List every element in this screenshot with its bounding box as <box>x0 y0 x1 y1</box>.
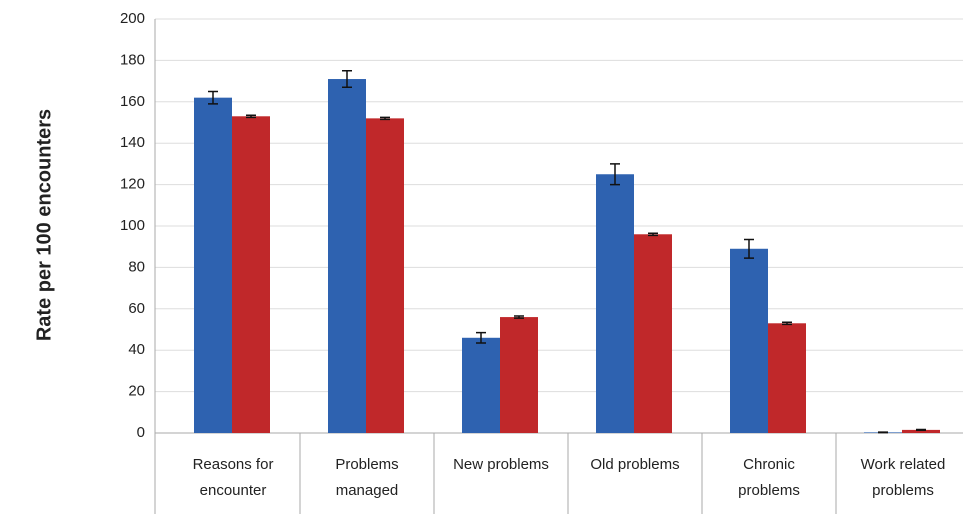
bar <box>500 317 538 433</box>
error-bar <box>916 428 926 432</box>
bar <box>768 323 806 433</box>
y-tick-label: 0 <box>137 424 145 441</box>
error-bar <box>476 331 486 344</box>
error-bar <box>380 116 390 121</box>
bar <box>194 97 232 433</box>
bar <box>328 79 366 433</box>
y-tick-label: 60 <box>128 300 145 317</box>
bar <box>902 429 940 433</box>
x-tick-label: Work related problems <box>860 456 946 499</box>
x-tick-label: Old problems <box>590 456 680 473</box>
y-tick-label: 140 <box>120 134 145 151</box>
x-tick-label: Reasons for encounter <box>192 456 274 499</box>
y-tick-label: 180 <box>120 51 145 68</box>
error-bar <box>648 232 658 237</box>
y-tick-label: 100 <box>120 217 145 234</box>
error-bar <box>208 90 218 105</box>
error-bar <box>610 163 620 186</box>
y-tick-label: 160 <box>120 93 145 110</box>
error-bar <box>782 321 792 326</box>
x-tick-label: New problems <box>453 456 549 473</box>
error-bar <box>514 315 524 319</box>
y-tick-label: 120 <box>120 176 145 193</box>
bar <box>634 234 672 433</box>
bar <box>730 248 768 433</box>
x-tick-label: Chronic problems <box>738 456 800 499</box>
error-bar <box>246 114 256 119</box>
y-tick-label: 80 <box>128 258 145 275</box>
y-tick-label: 40 <box>128 341 145 358</box>
y-tick-label: 200 <box>120 10 145 27</box>
bar <box>462 337 500 433</box>
error-bar <box>342 70 352 89</box>
bar <box>232 116 270 433</box>
y-axis-label: Rate per 100 encounters <box>33 109 55 341</box>
y-tick-label: 20 <box>128 383 145 400</box>
error-bar <box>744 238 754 259</box>
bar <box>596 174 634 433</box>
x-tick-label: Problems managed <box>335 456 399 499</box>
bar <box>366 118 404 434</box>
